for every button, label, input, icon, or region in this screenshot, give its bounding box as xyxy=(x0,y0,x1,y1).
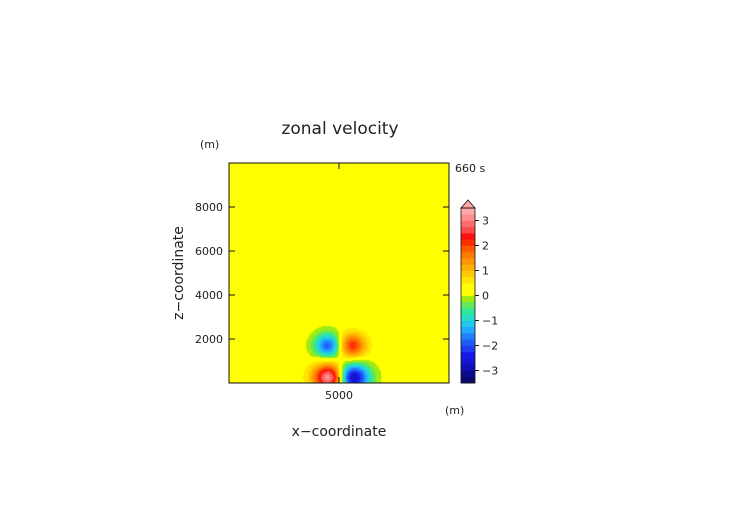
y-axis-label: z−coordinate xyxy=(171,226,187,320)
colorbar-cell xyxy=(461,364,475,371)
colorbar-cell xyxy=(461,320,475,328)
colorbar-cell xyxy=(461,308,475,315)
time-label: 660 s xyxy=(455,162,485,175)
colorbar-cell xyxy=(461,345,475,353)
colorbar-tick-label: −3 xyxy=(482,365,498,378)
colorbar-tick-label: 2 xyxy=(482,240,489,253)
y-tick-label: 6000 xyxy=(195,245,223,258)
x-axis-label: x−coordinate xyxy=(292,424,387,440)
colorbar-tick-label: 0 xyxy=(482,290,489,303)
colorbar-cell xyxy=(461,358,475,365)
y-tick-label: 2000 xyxy=(195,333,223,346)
colorbar-cell xyxy=(461,226,475,234)
x-unit-label: (m) xyxy=(445,404,464,417)
colorbar-cell xyxy=(461,326,475,334)
colorbar-cell xyxy=(461,295,475,303)
colorbar-tick-label: −2 xyxy=(482,340,498,353)
colorbar-cell xyxy=(461,214,475,221)
chart-title: zonal velocity xyxy=(281,119,398,139)
colorbar-cell xyxy=(461,314,475,321)
y-tick-label: 4000 xyxy=(195,289,223,302)
colorbar-cell xyxy=(461,251,475,259)
heatmap-plot xyxy=(228,162,450,384)
y-tick-label: 8000 xyxy=(195,201,223,214)
colorbar-cell xyxy=(461,376,475,384)
y-unit-label: (m) xyxy=(200,138,219,151)
colorbar-cell xyxy=(461,339,475,346)
colorbar-cell xyxy=(461,301,475,309)
colorbar-cell xyxy=(461,270,475,278)
colorbar-cell xyxy=(461,239,475,246)
x-tick-label: 5000 xyxy=(325,389,353,402)
colorbar-cell xyxy=(461,351,475,359)
colorbar-cell xyxy=(461,245,475,253)
colorbar-cell xyxy=(461,289,475,296)
colorbar-cell xyxy=(461,264,475,271)
colorbar-extend-arrow xyxy=(460,199,476,209)
y-axis: 2000 4000 6000 8000 xyxy=(195,201,449,346)
colorbar-tick-label: 1 xyxy=(482,265,489,278)
colorbar-cell xyxy=(461,208,475,215)
velocity-field-image xyxy=(229,163,449,383)
x-axis: 5000 xyxy=(325,163,353,402)
colorbar-tick-label: −1 xyxy=(482,315,498,328)
colorbar-cell xyxy=(461,370,475,378)
colorbar-cell xyxy=(461,276,475,284)
colorbar-cell xyxy=(461,258,475,265)
colorbar-cell xyxy=(461,233,475,240)
colorbar-cell xyxy=(461,283,475,290)
colorbar-cell xyxy=(461,220,475,228)
colorbar: 3 2 1 0 −1 −2 −3 xyxy=(460,199,498,384)
colorbar-cell xyxy=(461,333,475,340)
colorbar-tick-label: 3 xyxy=(482,215,489,228)
